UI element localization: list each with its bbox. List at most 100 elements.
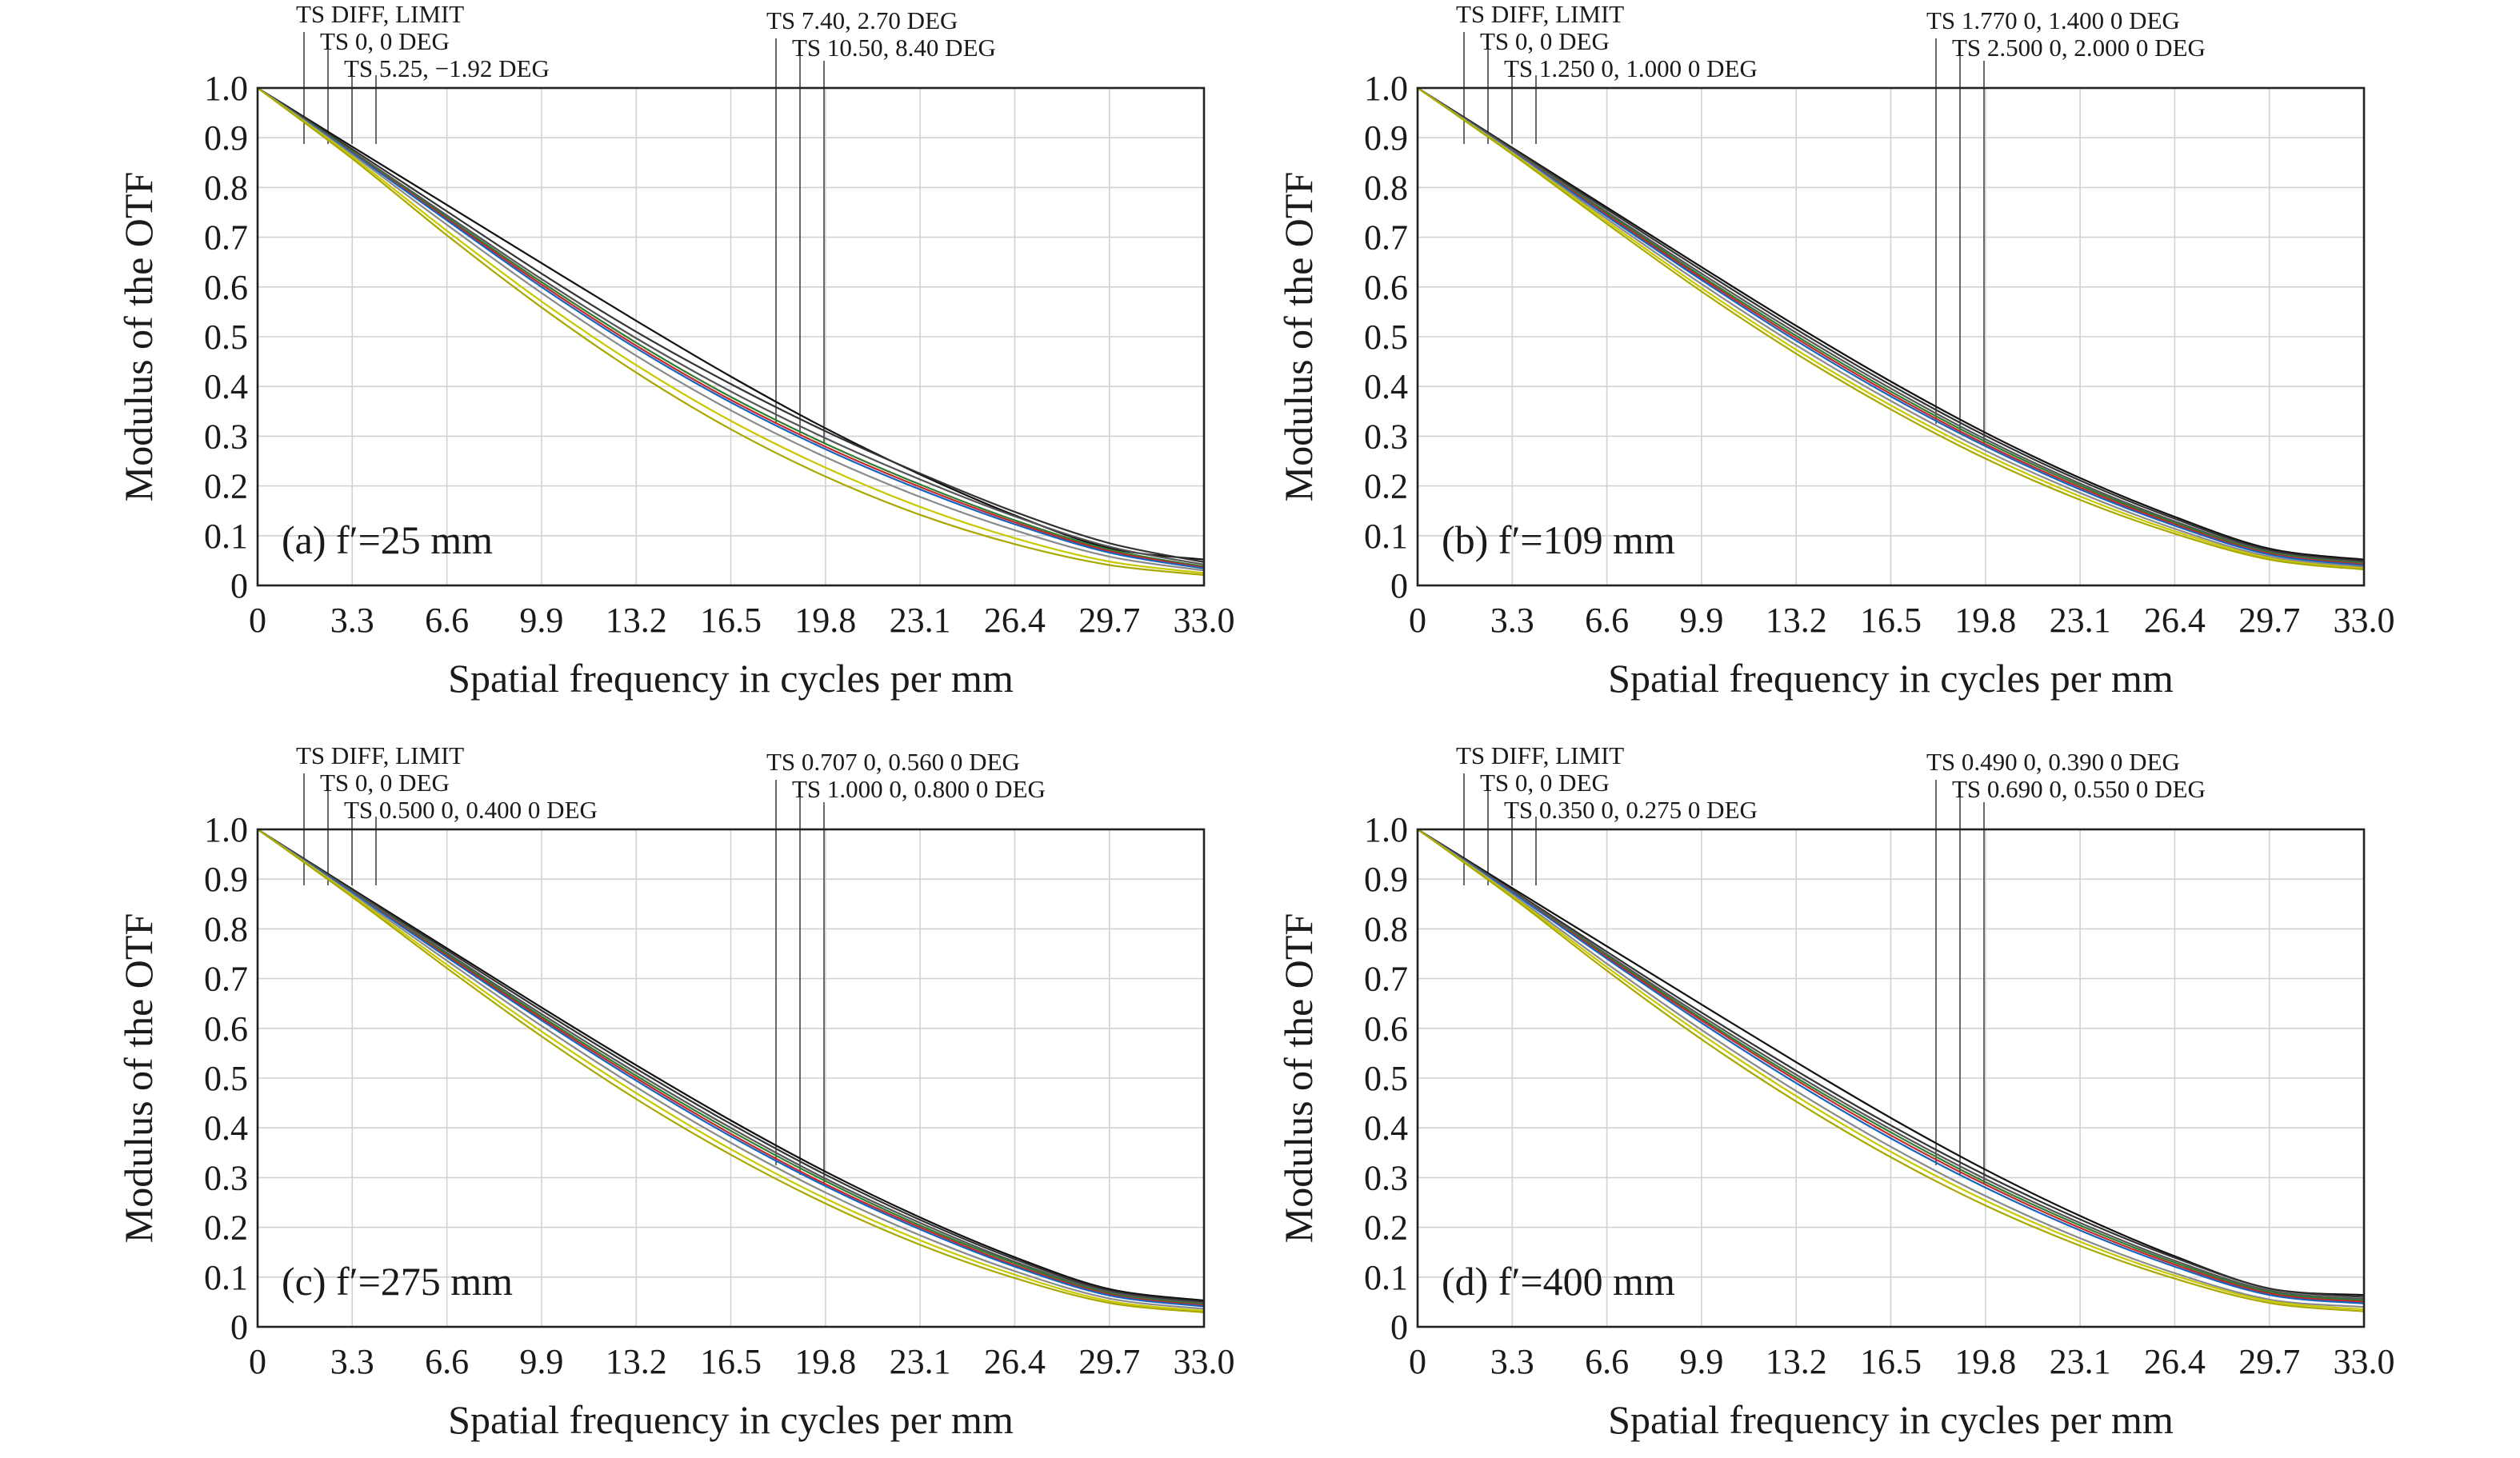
x-tick-label: 0 <box>1409 601 1426 640</box>
chart-panel-1: 0 0.1 0.2 0.3 0.4 0.5 0.6 0.7 0.8 0.9 1.0 0 3.3 6.6 9.… <box>116 0 1235 701</box>
y-tick-label: 0 <box>230 566 248 605</box>
x-tick-label: 3.3 <box>1490 1342 1534 1381</box>
x-tick-label: 26.4 <box>984 1342 1046 1381</box>
mtf-curve-1 <box>257 829 1205 1302</box>
y-tick-label: 0.7 <box>1364 218 1408 258</box>
legend-entry: TS DIFF, LIMIT <box>1456 741 1624 769</box>
mtf-curve-5 <box>1417 829 2365 1303</box>
x-tick-label: 23.1 <box>890 1342 951 1381</box>
x-tick-label: 9.9 <box>519 1342 563 1381</box>
y-tick-label: 0.6 <box>1364 268 1408 307</box>
y-tick-label: 0.9 <box>1364 860 1408 899</box>
y-tick-label: 0.6 <box>204 268 248 307</box>
x-tick-label: 19.8 <box>794 601 856 640</box>
x-tick-label: 19.8 <box>1954 1342 2016 1381</box>
plot-frame <box>1416 86 2366 587</box>
x-tick-label: 0 <box>249 1342 266 1381</box>
panel-label: (c) f′=275 mm <box>282 1259 513 1304</box>
y-tick-label: 0.3 <box>204 1158 248 1197</box>
legend-entry: TS 1.000 0, 0.800 0 DEG <box>792 775 1046 803</box>
x-tick-label: 6.6 <box>425 1342 469 1381</box>
x-tick-label: 9.9 <box>1679 1342 1723 1381</box>
y-tick-label: 0.1 <box>1364 1258 1408 1297</box>
mtf-curve-8 <box>1417 87 2365 569</box>
plot-frame <box>256 86 1206 587</box>
mtf-curve-3 <box>257 829 1205 1304</box>
y-tick-label: 0 <box>1390 1308 1408 1347</box>
mtf-curve-5 <box>257 87 1205 569</box>
y-tick-label: 0 <box>230 1308 248 1347</box>
y-axis-label: Modulus of the OTF <box>1276 172 1321 502</box>
plot-frame <box>1416 828 2366 1328</box>
y-tick-label: 0.2 <box>204 1208 248 1248</box>
mtf-curve-4 <box>1417 829 2365 1302</box>
legend-entry: TS 1.250 0, 1.000 0 DEG <box>1504 54 1758 82</box>
x-tick-label: 9.9 <box>1679 601 1723 640</box>
x-tick-label: 3.3 <box>1490 601 1534 640</box>
x-axis-label: Spatial frequency in cycles per mm <box>1608 1397 2174 1442</box>
x-tick-label: 23.1 <box>890 601 951 640</box>
x-tick-label: 33.0 <box>2334 601 2395 640</box>
legend-entry: TS 0, 0 DEG <box>1480 769 1610 797</box>
y-tick-label: 0.5 <box>1364 318 1408 357</box>
x-axis-label: Spatial frequency in cycles per mm <box>448 656 1014 701</box>
x-tick-label: 13.2 <box>1766 601 1827 640</box>
x-tick-label: 3.3 <box>330 1342 374 1381</box>
x-tick-label: 33.0 <box>2334 1342 2395 1381</box>
mtf-curve-8 <box>1417 829 2365 1311</box>
mtf-curve-6 <box>257 87 1205 569</box>
mtf-curve-4 <box>257 829 1205 1306</box>
mtf-curve-1 <box>1417 87 2365 561</box>
y-tick-label: 0.4 <box>1364 1108 1408 1148</box>
chart-panel-3: 0 0.1 0.2 0.3 0.4 0.5 0.6 0.7 0.8 0.9 1.0 0 3.3 6.6 9.… <box>116 741 1235 1442</box>
mtf-curve-9 <box>1417 87 2365 571</box>
mtf-curve-7 <box>257 829 1205 1310</box>
legend-entry: TS 10.50, 8.40 DEG <box>792 34 996 62</box>
y-tick-label: 0.1 <box>204 517 248 556</box>
mtf-curve-6 <box>257 829 1205 1308</box>
mtf-curve-5 <box>1417 87 2365 565</box>
y-tick-label: 0.4 <box>204 1108 248 1148</box>
x-tick-label: 26.4 <box>2144 601 2206 640</box>
mtf-curve-7 <box>1417 87 2365 569</box>
y-tick-label: 0.7 <box>1364 960 1408 999</box>
y-tick-label: 1.0 <box>1364 69 1408 108</box>
y-tick-label: 0.5 <box>204 1059 248 1098</box>
y-axis-label: Modulus of the OTF <box>116 172 161 502</box>
legend-entry: TS 0.690 0, 0.550 0 DEG <box>1952 775 2206 803</box>
y-tick-label: 0.1 <box>1364 517 1408 556</box>
y-tick-label: 0.4 <box>1364 367 1408 406</box>
x-tick-label: 6.6 <box>425 601 469 640</box>
x-tick-label: 29.7 <box>2238 601 2300 640</box>
mtf-curve-2 <box>257 829 1205 1303</box>
y-tick-label: 0.3 <box>204 417 248 456</box>
x-tick-label: 16.5 <box>700 1342 762 1381</box>
panel-label: (d) f′=400 mm <box>1442 1259 1675 1304</box>
legend-entry: TS DIFF, LIMIT <box>1456 0 1624 28</box>
x-tick-label: 19.8 <box>794 1342 856 1381</box>
y-tick-label: 0.9 <box>204 860 248 899</box>
y-tick-label: 1.0 <box>204 69 248 108</box>
y-tick-label: 0.2 <box>204 467 248 506</box>
x-tick-label: 16.5 <box>1860 601 1922 640</box>
legend-entry: TS 0, 0 DEG <box>1480 27 1610 55</box>
legend-entry: TS DIFF, LIMIT <box>296 0 464 28</box>
mtf-curve-2 <box>257 87 1205 563</box>
legend-entry: TS 5.25, −1.92 DEG <box>344 54 550 82</box>
mtf-curve-2 <box>1417 829 2365 1298</box>
x-tick-label: 0 <box>1409 1342 1426 1381</box>
y-tick-label: 0.4 <box>204 367 248 406</box>
mtf-curve-9 <box>257 829 1205 1314</box>
x-tick-label: 33.0 <box>1174 601 1235 640</box>
x-tick-label: 29.7 <box>2238 1342 2300 1381</box>
panel-label: (b) f′=109 mm <box>1442 517 1675 562</box>
legend-entry: TS DIFF, LIMIT <box>296 741 464 769</box>
x-tick-label: 13.2 <box>1766 1342 1827 1381</box>
y-tick-label: 0.7 <box>204 960 248 999</box>
y-tick-label: 0.6 <box>204 1009 248 1049</box>
x-tick-label: 23.1 <box>2050 1342 2111 1381</box>
legend-entry: TS 0.500 0, 0.400 0 DEG <box>344 796 598 824</box>
plot-frame <box>256 828 1206 1328</box>
legend-entry: TS 0, 0 DEG <box>320 769 450 797</box>
